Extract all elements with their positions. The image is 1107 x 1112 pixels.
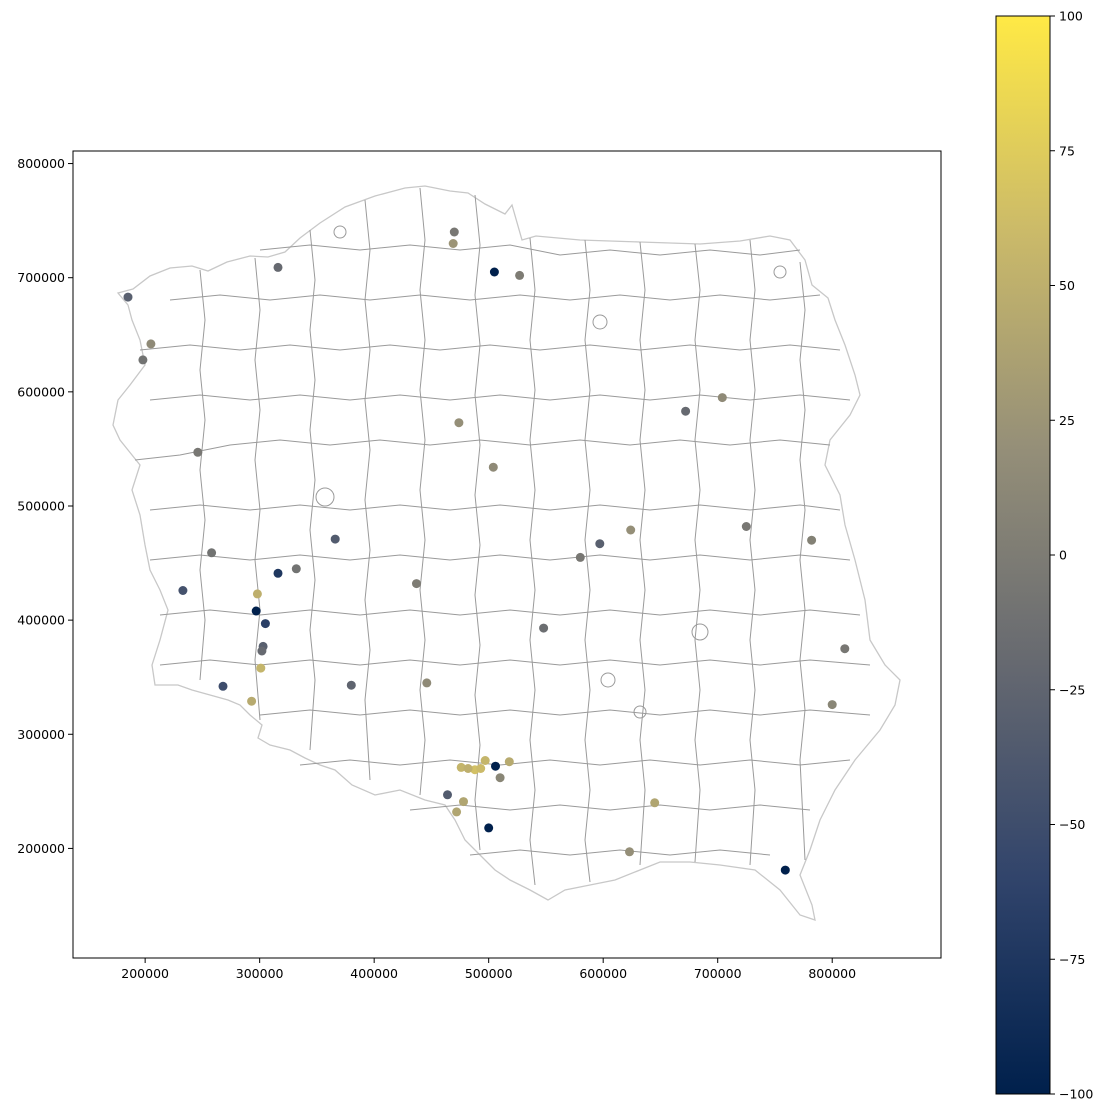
data-point <box>840 644 850 654</box>
colorbar-ticks: 100 75 50 25 0 −25 −50 −75 −100 <box>1050 9 1093 1102</box>
data-point <box>193 447 203 457</box>
data-point <box>256 663 266 673</box>
x-tick-label: 200000 <box>121 966 169 981</box>
colorbar-tick-label: −100 <box>1059 1087 1093 1102</box>
data-point <box>448 239 458 248</box>
points-layer <box>123 227 850 875</box>
basemap <box>112 185 901 921</box>
data-point <box>626 525 636 535</box>
colorbar-tick-label: 25 <box>1059 413 1075 428</box>
data-point <box>480 756 490 765</box>
data-point <box>123 292 133 302</box>
axes-frame <box>72 150 942 959</box>
colorbar: 100 75 50 25 0 −25 −50 −75 −100 <box>995 9 1093 1102</box>
data-point <box>146 339 156 349</box>
data-point <box>218 681 228 691</box>
data-point <box>681 406 691 416</box>
y-tick-label: 400000 <box>17 613 65 628</box>
data-point <box>539 623 549 633</box>
data-point <box>454 418 464 428</box>
data-point <box>717 393 727 403</box>
data-point <box>484 823 494 833</box>
data-point <box>260 619 270 629</box>
x-tick-label: 600000 <box>579 966 627 981</box>
data-point <box>291 564 301 574</box>
data-point <box>207 548 217 558</box>
data-point <box>515 270 525 280</box>
data-point <box>650 798 660 808</box>
colorbar-tick-label: −25 <box>1059 682 1085 697</box>
data-point <box>138 355 148 365</box>
x-tick-label: 300000 <box>236 966 284 981</box>
data-point <box>456 762 466 772</box>
data-point <box>247 696 257 706</box>
y-tick-label: 500000 <box>17 498 65 513</box>
data-point <box>459 797 468 807</box>
data-point <box>330 534 340 544</box>
data-point <box>257 646 267 656</box>
colorbar-gradient <box>995 15 1051 1095</box>
x-tick-label: 400000 <box>350 966 398 981</box>
colorbar-tick-label: −75 <box>1059 952 1085 967</box>
data-point <box>346 680 356 690</box>
data-point <box>273 568 283 578</box>
data-point <box>807 535 817 545</box>
y-tick-label: 300000 <box>17 727 65 742</box>
data-point <box>252 589 262 599</box>
data-point <box>443 790 452 800</box>
data-point <box>452 807 462 817</box>
data-point <box>488 462 498 472</box>
data-point <box>495 773 505 783</box>
data-point <box>251 606 261 616</box>
data-point <box>412 579 421 589</box>
colorbar-tick-label: 75 <box>1059 143 1075 158</box>
data-point <box>595 539 605 549</box>
data-point <box>422 678 432 688</box>
data-point <box>625 847 634 857</box>
data-point <box>476 764 486 773</box>
country-outline <box>112 185 901 921</box>
data-point <box>741 522 751 531</box>
data-point <box>273 262 283 272</box>
colorbar-tick-label: 100 <box>1059 9 1083 24</box>
colorbar-tick-label: 50 <box>1059 278 1075 293</box>
county-boundaries <box>134 187 871 886</box>
x-tick-label: 500000 <box>465 966 513 981</box>
data-point <box>449 227 459 237</box>
plot-area <box>73 151 941 958</box>
data-point <box>780 865 790 875</box>
data-point <box>463 764 473 773</box>
data-point <box>178 586 188 595</box>
x-tick-label: 800000 <box>808 966 856 981</box>
data-point <box>827 700 837 710</box>
y-axis: 200000 300000 400000 500000 600000 700000 8000… <box>17 156 73 856</box>
data-point <box>489 267 499 277</box>
data-point <box>504 757 514 767</box>
data-point <box>575 552 585 562</box>
colorbar-tick-label: 0 <box>1059 548 1067 563</box>
x-tick-label: 700000 <box>694 966 742 981</box>
y-tick-label: 200000 <box>17 841 65 856</box>
y-tick-label: 700000 <box>17 270 65 285</box>
y-tick-label: 800000 <box>17 156 65 171</box>
x-axis: 200000 300000 400000 500000 600000 700000 8000… <box>121 958 856 981</box>
data-point <box>491 761 500 771</box>
y-tick-label: 600000 <box>17 384 65 399</box>
colorbar-tick-label: −50 <box>1059 817 1085 832</box>
